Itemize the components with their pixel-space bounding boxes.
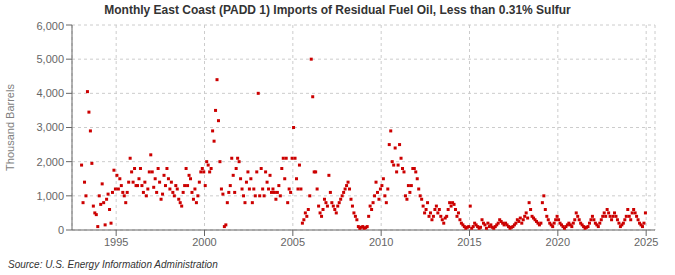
svg-text:1995: 1995 [104, 236, 128, 248]
svg-text:6,000: 6,000 [36, 20, 64, 32]
svg-text:2025: 2025 [634, 236, 658, 248]
svg-text:Thousand Barrels: Thousand Barrels [8, 84, 16, 171]
svg-text:0: 0 [58, 224, 64, 236]
html-text:Monthly East Coast (PADD 1) Im: Monthly East Coast (PADD 1) Imports of R… [104, 3, 571, 17]
svg-text:2010: 2010 [369, 236, 393, 248]
svg-text:2015: 2015 [457, 236, 481, 248]
svg-text:5,000: 5,000 [36, 53, 64, 65]
svg-text:2,000: 2,000 [36, 156, 64, 168]
svg-text:1,000: 1,000 [36, 190, 64, 202]
svg-text:3,000: 3,000 [36, 121, 64, 133]
svg-text:2020: 2020 [546, 236, 570, 248]
svg-text:4,000: 4,000 [36, 87, 64, 99]
svg-text:2000: 2000 [192, 236, 216, 248]
svg-text:2005: 2005 [281, 236, 305, 248]
html-text:Source: U.S. Energy Informatio: Source: U.S. Energy Information Administ… [8, 259, 218, 270]
